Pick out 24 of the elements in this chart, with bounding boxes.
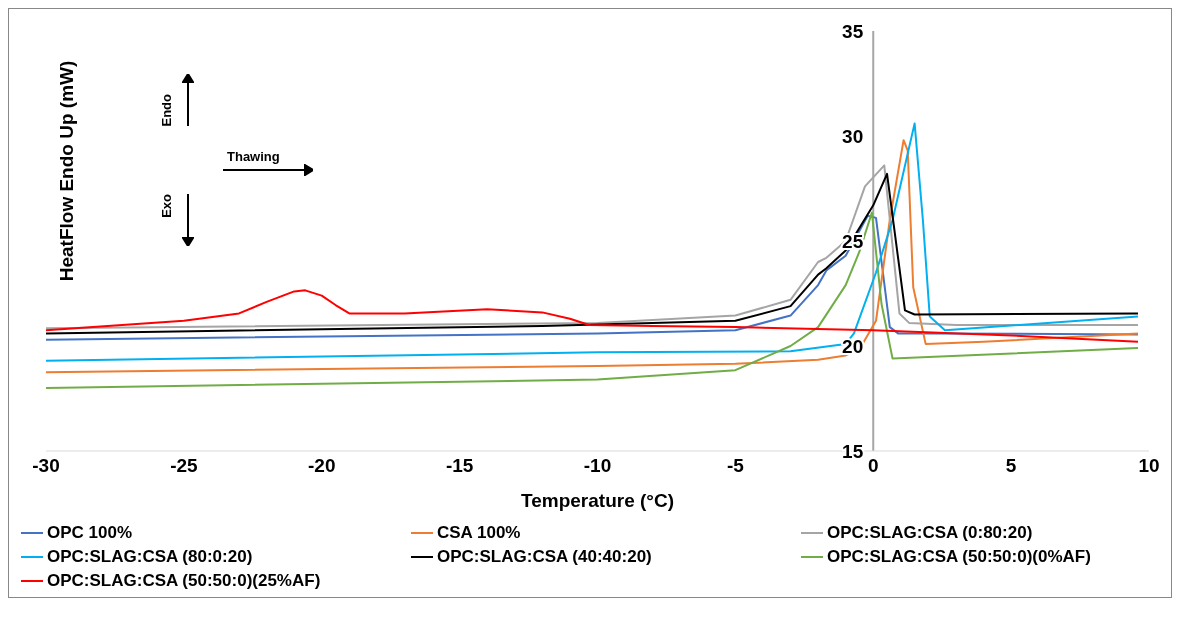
y-tick-label: 15 xyxy=(842,441,864,462)
x-tick-label: 10 xyxy=(1138,455,1160,477)
x-tick-label: 0 xyxy=(867,455,879,477)
y-tick-label: 35 xyxy=(842,21,864,42)
y-tick-label: 30 xyxy=(842,126,864,147)
annotation: Endo xyxy=(159,93,174,126)
x-tick-label: -25 xyxy=(170,455,199,477)
legend-label: OPC:SLAG:CSA (50:50:0)(0%AF) xyxy=(827,547,1091,567)
x-tick-label: -20 xyxy=(308,455,336,477)
y-axis-title: HeatFlow Endo Up (mW) xyxy=(56,60,78,282)
legend-label: OPC 100% xyxy=(47,523,133,543)
legend-label: OPC:SLAG:CSA (0:80:20) xyxy=(827,523,1033,543)
legend-label: OPC:SLAG:CSA (80:0:20) xyxy=(47,547,253,567)
annotation: Thawing xyxy=(227,149,281,164)
x-tick-label: -10 xyxy=(583,455,612,477)
x-tick-label: -30 xyxy=(32,455,60,477)
x-tick-label: -15 xyxy=(445,455,474,477)
x-tick-label: -5 xyxy=(726,455,745,477)
x-tick-label: 5 xyxy=(1005,455,1017,477)
legend-label: CSA 100% xyxy=(437,523,521,543)
legend-label: OPC:SLAG:CSA (50:50:0)(25%AF) xyxy=(47,571,321,591)
legend-label: OPC:SLAG:CSA (40:40:20) xyxy=(437,547,652,567)
x-axis-title: Temperature (°C) xyxy=(521,490,674,511)
annotation: Exo xyxy=(159,194,174,218)
